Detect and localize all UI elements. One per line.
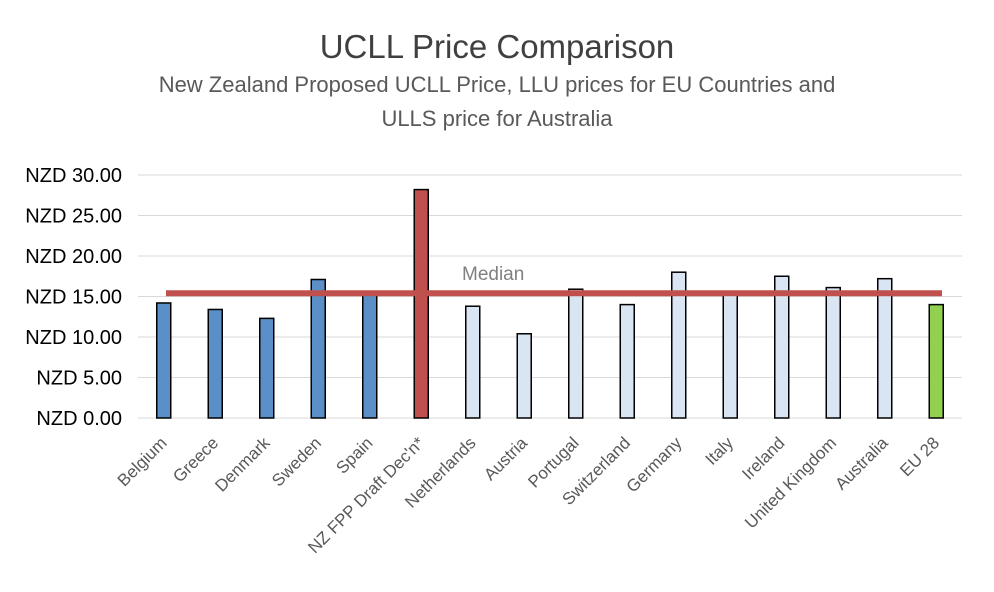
bar [259, 317, 275, 419]
y-tick-label: NZD 0.00 [36, 408, 122, 430]
bar [825, 286, 841, 419]
bar [207, 308, 223, 419]
gridlines [138, 174, 962, 419]
chart-title: UCLL Price Comparison [319, 28, 675, 65]
y-tick-label: NZD 15.00 [25, 287, 122, 309]
y-tick-label: NZD 25.00 [25, 206, 122, 228]
bar [516, 333, 532, 419]
x-tick-label: Germany [623, 433, 686, 496]
x-tick-label: Australia [831, 433, 892, 494]
x-tick-label: Sweden [268, 433, 325, 490]
x-tick-label: United Kingdom [741, 433, 840, 532]
x-tick-label: Ireland [738, 433, 788, 483]
chart-subtitle-line-2: ULLS price for Australia [381, 106, 613, 131]
bar [362, 290, 378, 419]
bar [671, 271, 687, 419]
x-tick-label: EU 28 [896, 433, 943, 480]
bar [156, 302, 172, 419]
bars [156, 188, 944, 419]
x-tick-label: Belgium [114, 433, 171, 490]
bar [774, 275, 790, 419]
bar [877, 277, 893, 419]
x-tick-label: Spain [332, 433, 376, 477]
y-tick-label: NZD 10.00 [25, 327, 122, 349]
y-tick-label: NZD 5.00 [36, 368, 122, 390]
bar [413, 188, 429, 419]
bar [722, 291, 738, 419]
bar [465, 305, 481, 419]
bar [310, 278, 326, 419]
bar [619, 303, 635, 419]
y-tick-label: NZD 20.00 [25, 246, 122, 268]
bar [568, 288, 584, 419]
y-tick-label: NZD 30.00 [25, 165, 122, 187]
x-tick-label: Denmark [211, 433, 274, 496]
y-axis-ticks: NZD 0.00 NZD 5.00 NZD 10.00 NZD 15.00 NZD 20… [25, 165, 122, 430]
chart-subtitle-line-1: New Zealand Proposed UCLL Price, LLU pri… [158, 72, 836, 97]
x-tick-label: Italy [702, 433, 738, 469]
x-tick-label: Austria [480, 433, 531, 484]
median-overlay: Median [166, 264, 942, 297]
bar [928, 303, 944, 419]
median-label: Median [462, 264, 524, 285]
